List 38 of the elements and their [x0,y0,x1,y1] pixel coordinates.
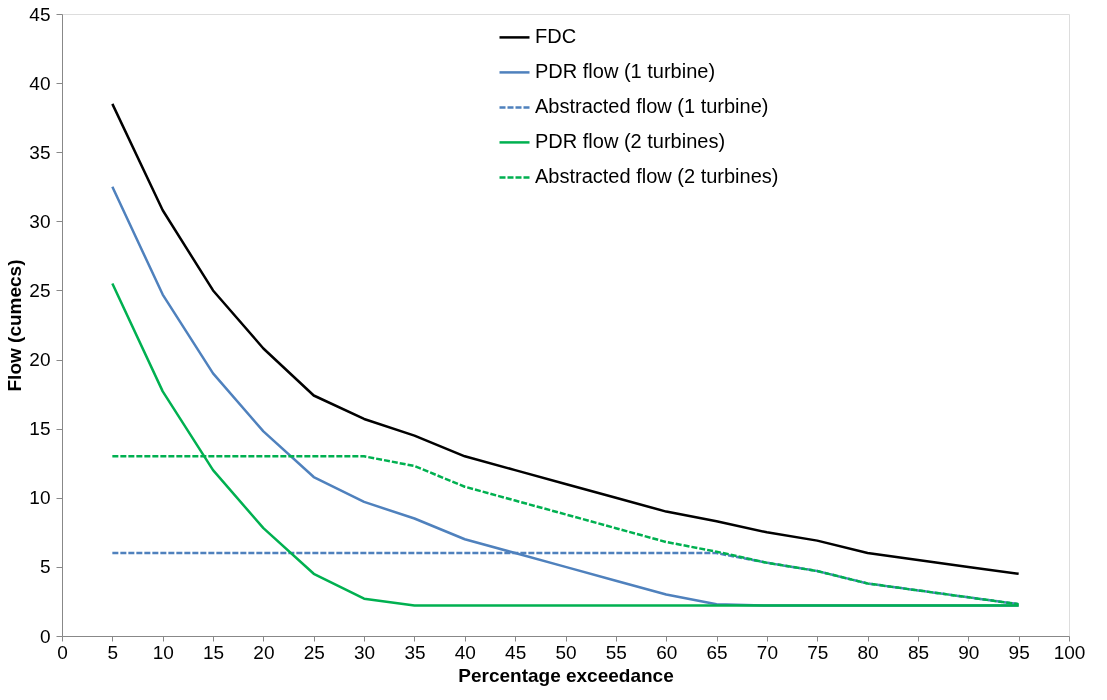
y-tick-label: 0 [39,625,51,647]
x-tick-label: 90 [958,641,980,663]
x-tick-label: 100 [1053,641,1086,663]
x-tick-label: 15 [202,641,225,663]
x-tick-label: 35 [404,641,426,663]
y-tick-label: 35 [29,141,51,163]
x-tick-label: 70 [756,641,778,663]
x-tick-label: 95 [1008,641,1030,663]
x-tick-label: 20 [253,641,275,663]
x-tick-label: 75 [807,641,829,663]
x-tick-label: 60 [656,641,678,663]
x-tick-label: 65 [706,641,728,663]
x-tick-label: 30 [354,641,376,663]
legend-label: PDR flow (2 turbines) [535,130,726,153]
x-tick-label: 0 [57,641,68,663]
legend-label: FDC [535,25,577,48]
legend-label: PDR flow (1 turbine) [535,60,716,83]
x-tick-label: 85 [907,641,930,663]
y-tick-label: 5 [39,556,51,578]
x-axis-title: Percentage exceedance [458,664,674,686]
legend-label: Abstracted flow (1 turbine) [535,95,769,118]
x-tick-label: 5 [107,641,119,663]
x-tick-label: 55 [605,641,627,663]
x-tick-label: 50 [555,641,577,663]
y-tick-label: 30 [29,210,51,232]
legend-label: Abstracted flow (2 turbines) [535,165,779,188]
y-axis-title: Flow (cumecs) [4,259,26,392]
x-tick-label: 25 [303,641,325,663]
y-tick-label: 25 [29,279,51,301]
x-tick-label: 40 [454,641,476,663]
y-tick-label: 40 [29,72,51,94]
y-tick-label: 15 [29,418,51,440]
x-tick-label: 80 [857,641,879,663]
y-tick-label: 20 [29,349,51,371]
y-tick-label: 45 [29,3,51,25]
y-tick-label: 10 [29,487,51,509]
x-tick-label: 10 [152,641,174,663]
x-tick-label: 45 [505,641,527,663]
